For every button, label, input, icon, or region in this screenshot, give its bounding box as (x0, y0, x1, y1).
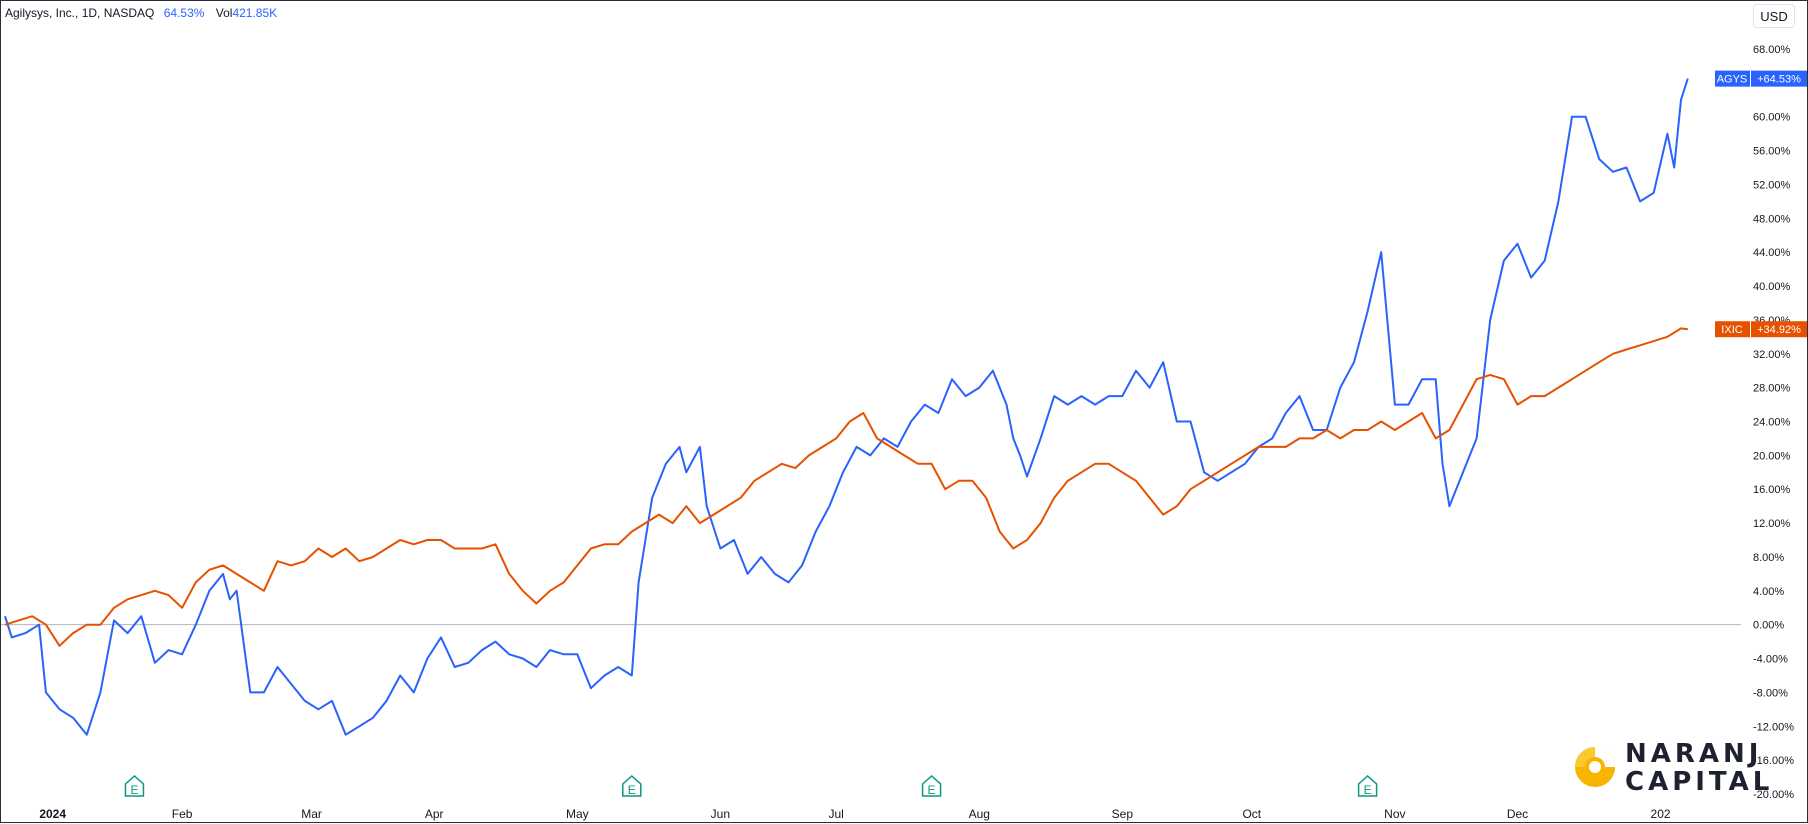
volume-label: Vol (215, 6, 233, 20)
symbol-info: Agilysys, Inc., 1D, NASDAQ (5, 6, 155, 20)
x-tick-label: Jul (829, 807, 844, 821)
y-tick-label: 60.00% (1753, 112, 1791, 124)
tag-value-ixic: +34.92% (1757, 324, 1801, 336)
y-tick-label: 56.00% (1753, 146, 1791, 158)
y-tick-label: -4.00% (1753, 654, 1788, 666)
x-tick-label: Oct (1242, 807, 1261, 821)
y-tick-label: 40.00% (1753, 281, 1791, 293)
x-tick-label: Feb (172, 807, 193, 821)
earnings-label: E (1364, 783, 1372, 797)
y-tick-label: 44.00% (1753, 247, 1791, 259)
earnings-label: E (130, 783, 138, 797)
y-tick-label: -8.00% (1753, 687, 1788, 699)
tag-symbol-bg (1715, 321, 1750, 338)
y-tick-label: 16.00% (1753, 484, 1791, 496)
tag-symbol-ixic: IXIC (1721, 324, 1742, 336)
currency-button[interactable]: USD (1753, 4, 1795, 28)
tag-value-bg (1751, 70, 1807, 87)
series-line-agys (4, 78, 1689, 736)
earnings-marker (1357, 774, 1378, 797)
y-tick-label: 8.00% (1753, 552, 1784, 564)
x-tick-label: 2024 (39, 807, 66, 821)
earnings-label: E (628, 783, 636, 797)
logo-line-2: CAPITAL (1625, 767, 1774, 797)
x-tick-label: Nov (1384, 807, 1405, 821)
earnings-marker (622, 774, 642, 797)
earnings-label: E (928, 783, 936, 797)
x-tick-label: Aug (969, 807, 990, 821)
tag-value-agys: +64.53% (1757, 74, 1801, 86)
y-tick-label: -16.00% (1753, 755, 1794, 767)
brand-logo: NARANJ CAPITAL (1573, 739, 1769, 797)
x-tick-label: Apr (425, 807, 444, 821)
symbol-header: Agilysys, Inc., 1D, NASDAQ 64.53% Vol421… (5, 6, 277, 20)
change-value: 64.53% (163, 6, 205, 20)
naranj-logo-icon (1575, 747, 1615, 787)
y-tick-label: 52.00% (1753, 179, 1791, 191)
y-tick-label: -20.00% (1753, 789, 1794, 801)
tag-symbol-agys: AGYS (1717, 74, 1748, 86)
y-tick-label: 68.00% (1753, 44, 1791, 56)
logo-line-1: NARANJ (1625, 739, 1763, 769)
x-tick-label: Jun (711, 807, 730, 821)
y-tick-label: 20.00% (1753, 450, 1791, 462)
y-tick-label: 24.00% (1753, 417, 1791, 429)
x-tick-label: Sep (1112, 807, 1134, 821)
x-tick-label: Dec (1507, 807, 1528, 821)
y-tick-label: 28.00% (1753, 383, 1791, 395)
y-tick-label: 0.00% (1753, 620, 1784, 632)
y-tick-label: 32.00% (1753, 349, 1791, 361)
earnings-marker (921, 774, 942, 797)
x-tick-label: Mar (301, 807, 322, 821)
y-tick-label: 4.00% (1753, 586, 1784, 598)
series-line-ixic (4, 327, 1688, 647)
tag-value-bg (1751, 321, 1807, 338)
y-tick-label: 12.00% (1753, 518, 1791, 530)
x-tick-label: 202 (1651, 807, 1671, 821)
y-tick-label: 48.00% (1753, 213, 1791, 225)
volume-value: 421.85K (232, 6, 278, 20)
tag-symbol-bg (1715, 70, 1750, 87)
x-tick-label: May (566, 807, 589, 821)
earnings-marker (124, 774, 145, 797)
y-tick-label: -12.00% (1753, 721, 1794, 733)
